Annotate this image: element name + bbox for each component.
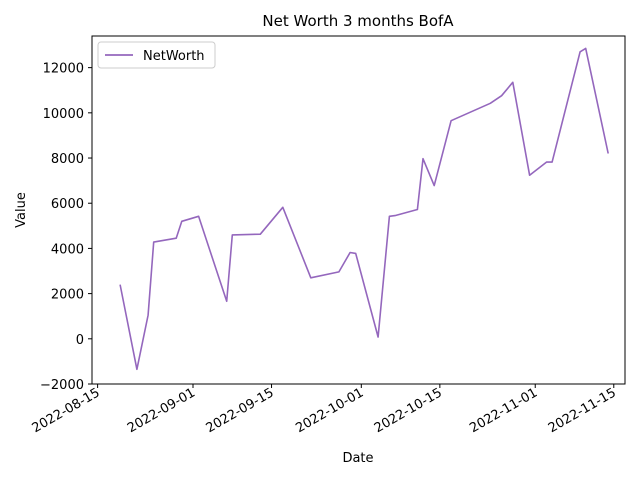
legend-label: NetWorth (143, 49, 205, 64)
y-tick-label: 6000 (51, 197, 84, 212)
y-tick-label: 4000 (51, 242, 84, 257)
y-tick-label: 8000 (51, 152, 84, 167)
legend: NetWorth (97, 41, 216, 69)
y-tick-label: 12000 (43, 62, 84, 77)
legend-box (97, 41, 216, 69)
x-axis-label: Date (342, 451, 373, 466)
series-line-networth (119, 47, 609, 371)
chart-title: Net Worth 3 months BofA (262, 12, 454, 30)
y-axis-label: Value (14, 192, 29, 228)
y-axis: −2000 0 2000 4000 6000 8000 10000 12000 (40, 62, 92, 393)
y-tick-label: 0 (76, 333, 84, 348)
y-tick-label: 10000 (43, 107, 84, 122)
y-tick-label: 2000 (51, 288, 84, 303)
series-layer (119, 47, 609, 371)
plot-frame (91, 35, 626, 385)
y-tick-label: −2000 (40, 378, 84, 393)
